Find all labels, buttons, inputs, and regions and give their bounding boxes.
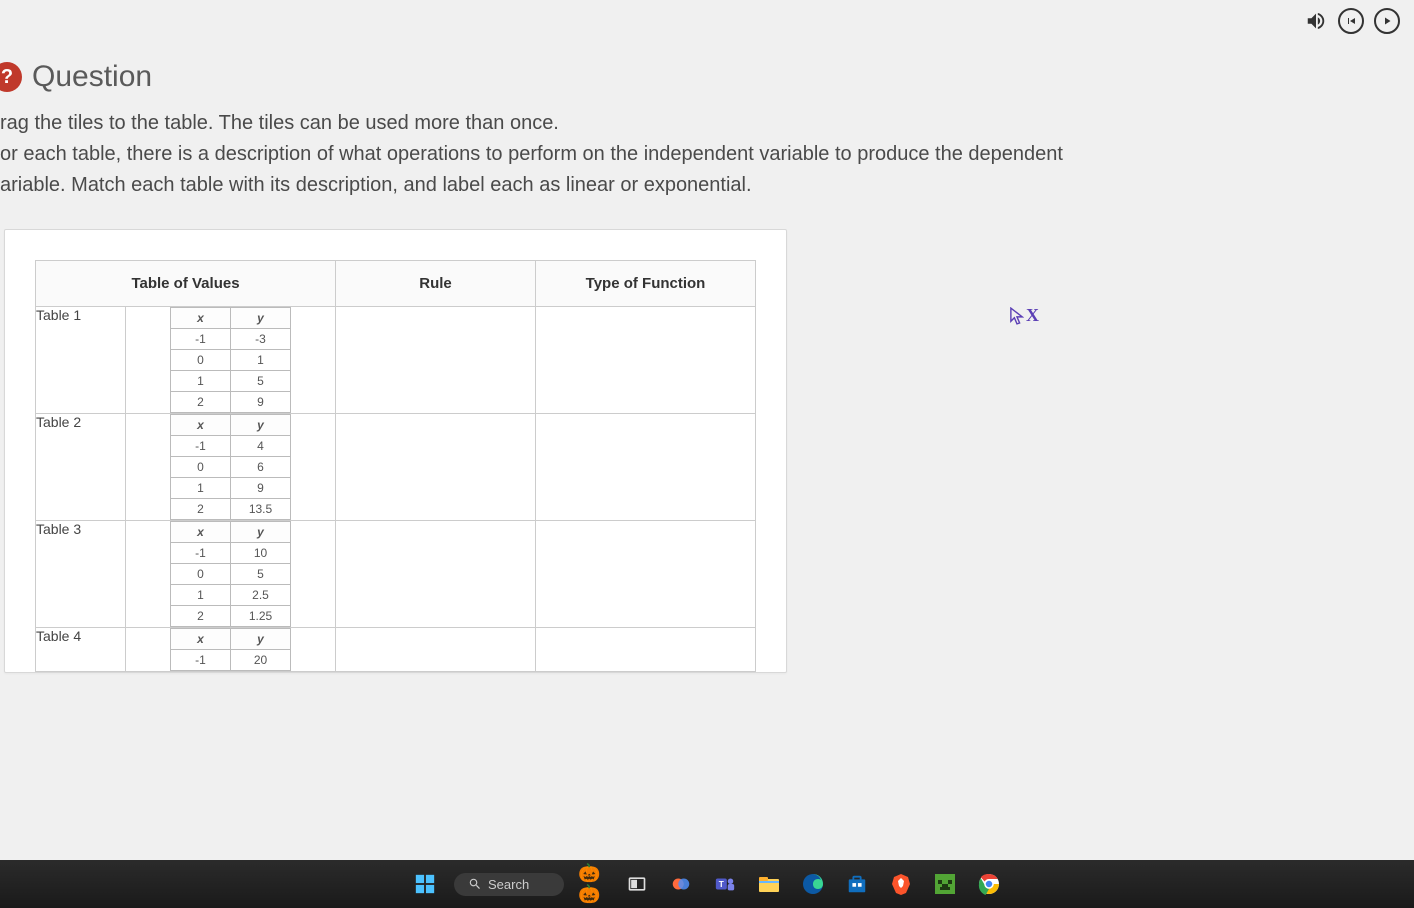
mini-header-x: x	[171, 308, 231, 329]
mini-cell: 1	[171, 478, 231, 499]
mini-cell: 0	[171, 457, 231, 478]
mini-table: xy-1-3011529	[170, 307, 291, 413]
mini-cell: 0	[171, 350, 231, 371]
mini-cell: 1	[171, 585, 231, 606]
work-area-panel: Table of Values Rule Type of Function Ta…	[4, 229, 787, 673]
mini-header-y: y	[231, 522, 291, 543]
mini-cell: 2.5	[231, 585, 291, 606]
table-label: Table 2	[36, 414, 126, 521]
instruction-line-1: rag the tiles to the table. The tiles ca…	[0, 112, 559, 134]
mini-cell: 2	[171, 606, 231, 627]
table-row: Table 1 xy-1-3011529	[36, 307, 756, 414]
mini-cell: 5	[231, 564, 291, 585]
mini-cell: -1	[171, 329, 231, 350]
prev-track-icon[interactable]	[1338, 8, 1364, 34]
mini-header-y: y	[231, 415, 291, 436]
table-of-values-cell: xy-1-3011529	[126, 307, 336, 414]
start-icon[interactable]	[410, 869, 440, 899]
windows-taskbar: Search 🎃🎃 T	[0, 860, 1414, 908]
mini-cell: -1	[171, 436, 231, 457]
mini-header-x: x	[171, 629, 231, 650]
mini-cell: 5	[231, 371, 291, 392]
mini-cell: 10	[231, 543, 291, 564]
mini-cell: 1.25	[231, 606, 291, 627]
mini-cell: -1	[171, 650, 231, 671]
mini-header-y: y	[231, 308, 291, 329]
media-controls	[1304, 8, 1400, 34]
svg-text:T: T	[719, 880, 724, 889]
table-row: Table 4 xy-120	[36, 628, 756, 672]
mini-table: xy-1100512.521.25	[170, 521, 291, 627]
header-table-of-values: Table of Values	[36, 261, 336, 307]
chrome-icon[interactable]	[974, 869, 1004, 899]
type-drop-zone[interactable]	[536, 307, 756, 414]
rule-drop-zone[interactable]	[336, 521, 536, 628]
brave-icon[interactable]	[886, 869, 916, 899]
explorer-icon[interactable]	[754, 869, 784, 899]
copilot-icon[interactable]	[666, 869, 696, 899]
mini-cell: -3	[231, 329, 291, 350]
table-of-values-cell: xy-1100512.521.25	[126, 521, 336, 628]
mini-cell: 1	[231, 350, 291, 371]
mini-cell: 2	[171, 392, 231, 413]
mini-cell: 6	[231, 457, 291, 478]
table-row: Table 3 xy-1100512.521.25	[36, 521, 756, 628]
rule-drop-zone[interactable]	[336, 628, 536, 672]
play-icon[interactable]	[1374, 8, 1400, 34]
taskbar-search[interactable]: Search	[454, 873, 564, 896]
mini-cell: 20	[231, 650, 291, 671]
header-type: Type of Function	[536, 261, 756, 307]
main-table: Table of Values Rule Type of Function Ta…	[35, 260, 756, 672]
taskbar-search-placeholder: Search	[488, 877, 529, 892]
minecraft-icon[interactable]	[930, 869, 960, 899]
question-content: ? Question rag the tiles to the table. T…	[0, 60, 1414, 678]
question-instructions: rag the tiles to the table. The tiles ca…	[0, 108, 1404, 201]
type-drop-zone[interactable]	[536, 628, 756, 672]
instruction-line-2: or each table, there is a description of…	[0, 143, 1063, 165]
table-of-values-cell: xy-120	[126, 628, 336, 672]
question-badge-icon: ?	[0, 62, 22, 92]
mini-cell: 9	[231, 478, 291, 499]
rule-drop-zone[interactable]	[336, 307, 536, 414]
seasonal-icon[interactable]: 🎃🎃	[578, 869, 608, 899]
question-title: Question	[32, 60, 152, 94]
table-row: Table 2 xy-140619213.5	[36, 414, 756, 521]
mini-cell: 1	[171, 371, 231, 392]
rule-drop-zone[interactable]	[336, 414, 536, 521]
mini-table: xy-120	[170, 628, 291, 671]
mini-cell: 9	[231, 392, 291, 413]
teams-icon[interactable]: T	[710, 869, 740, 899]
store-icon[interactable]	[842, 869, 872, 899]
edge-icon[interactable]	[798, 869, 828, 899]
type-drop-zone[interactable]	[536, 414, 756, 521]
mini-cell: -1	[171, 543, 231, 564]
header-rule: Rule	[336, 261, 536, 307]
mini-cell: 13.5	[231, 499, 291, 520]
table-label: Table 4	[36, 628, 126, 672]
mini-cell: 4	[231, 436, 291, 457]
table-of-values-cell: xy-140619213.5	[126, 414, 336, 521]
instruction-line-3: ariable. Match each table with its descr…	[0, 174, 752, 196]
mini-cell: 2	[171, 499, 231, 520]
sound-icon[interactable]	[1304, 9, 1328, 33]
task-view-icon[interactable]	[622, 869, 652, 899]
mini-cell: 0	[171, 564, 231, 585]
mini-header-y: y	[231, 629, 291, 650]
table-label: Table 3	[36, 521, 126, 628]
mini-header-x: x	[171, 415, 231, 436]
type-drop-zone[interactable]	[536, 521, 756, 628]
custom-cursor-icon: X	[1010, 305, 1039, 326]
mini-header-x: x	[171, 522, 231, 543]
table-label: Table 1	[36, 307, 126, 414]
mini-table: xy-140619213.5	[170, 414, 291, 520]
